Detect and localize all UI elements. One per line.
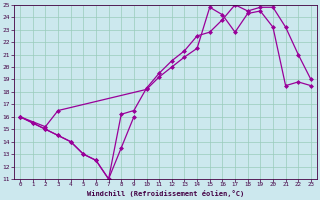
X-axis label: Windchill (Refroidissement éolien,°C): Windchill (Refroidissement éolien,°C) [87, 190, 244, 197]
